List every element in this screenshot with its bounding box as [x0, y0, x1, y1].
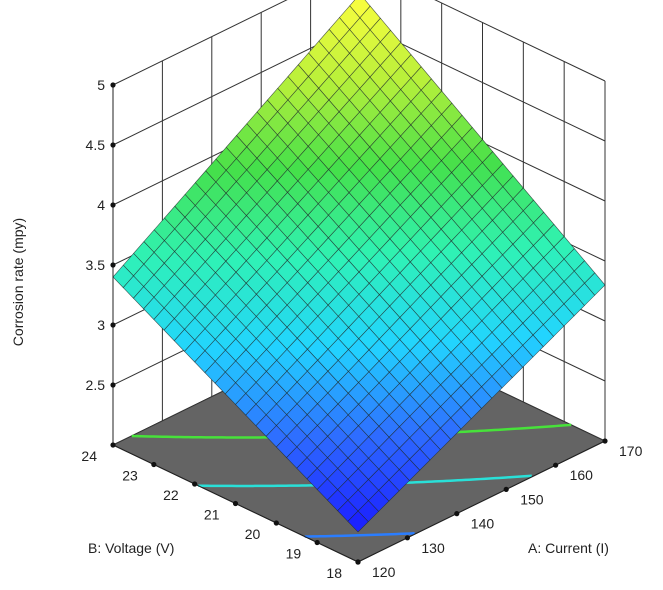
- x-axis-title: A: Current (I): [528, 540, 609, 556]
- y-tick: [314, 539, 320, 546]
- y-tick: [232, 500, 239, 507]
- axes: [110, 82, 608, 565]
- y-tick: [151, 461, 157, 468]
- x-tick: [553, 462, 559, 468]
- surface-patch: [347, 510, 369, 533]
- y-axis-title: B: Voltage (V): [88, 540, 174, 556]
- z-tick: [110, 322, 116, 328]
- x-tick-label: 130: [421, 540, 445, 556]
- y-tick: [110, 442, 116, 448]
- x-tick: [503, 486, 509, 492]
- y-tick-label: 22: [163, 487, 179, 503]
- y-tick-label: 20: [245, 526, 261, 542]
- response-surface: [112, 0, 606, 533]
- y-tick: [355, 559, 361, 565]
- y-tick-label: 18: [326, 565, 342, 581]
- x-tick: [454, 510, 460, 517]
- x-tick-label: 160: [570, 467, 594, 483]
- z-tick: [110, 382, 116, 388]
- grid-line: [112, 0, 606, 86]
- contour-line: [304, 532, 415, 538]
- z-tick-label: 3.5: [86, 257, 106, 273]
- y-tick: [192, 481, 198, 487]
- x-tick: [404, 535, 410, 541]
- x-tick-label: 150: [520, 491, 544, 507]
- x-axis-line: [357, 440, 606, 563]
- x-tick: [602, 438, 608, 444]
- x-tick-label: 170: [619, 443, 643, 459]
- y-tick-label: 23: [122, 468, 138, 484]
- y-tick-label: 24: [81, 448, 97, 464]
- z-tick-label: 3: [97, 317, 105, 333]
- y-tick: [273, 520, 279, 526]
- z-axis-title: Corrosion rate (mpy): [10, 218, 26, 346]
- z-tick: [110, 142, 116, 148]
- y-tick-label: 19: [286, 546, 302, 562]
- axis-labels: 120 130 140 150 160 170 18 19 20 21 22 23 24 2.5 3 3.5 4…: [81, 77, 642, 581]
- y-tick-label: 21: [204, 507, 220, 523]
- x-tick-label: 140: [471, 516, 495, 532]
- z-tick-label: 4: [97, 197, 105, 213]
- z-tick-label: 5: [97, 77, 105, 93]
- z-tick: [110, 262, 116, 268]
- x-tick-label: 120: [372, 564, 396, 580]
- z-tick-label: 2.5: [86, 377, 106, 393]
- z-tick-label: 4.5: [86, 137, 106, 153]
- z-tick: [110, 82, 116, 88]
- z-tick: [110, 202, 116, 208]
